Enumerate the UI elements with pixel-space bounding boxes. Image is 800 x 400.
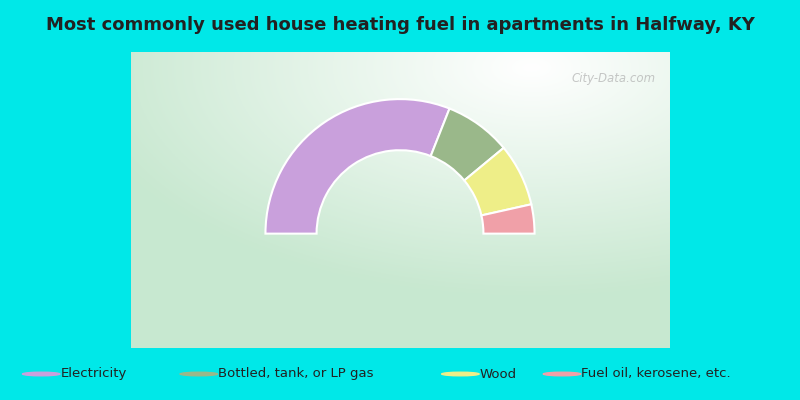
Text: Most commonly used house heating fuel in apartments in Halfway, KY: Most commonly used house heating fuel in…	[46, 16, 754, 34]
Ellipse shape	[22, 372, 60, 376]
Ellipse shape	[543, 372, 581, 376]
Text: Fuel oil, kerosene, etc.: Fuel oil, kerosene, etc.	[581, 368, 731, 380]
Wedge shape	[464, 148, 531, 216]
Ellipse shape	[442, 372, 479, 376]
Text: Wood: Wood	[480, 368, 517, 380]
Text: Electricity: Electricity	[61, 368, 126, 380]
Wedge shape	[482, 204, 534, 234]
Wedge shape	[266, 99, 450, 234]
Ellipse shape	[180, 372, 218, 376]
Text: City-Data.com: City-Data.com	[571, 72, 656, 85]
Text: Bottled, tank, or LP gas: Bottled, tank, or LP gas	[218, 368, 374, 380]
Wedge shape	[430, 108, 504, 180]
